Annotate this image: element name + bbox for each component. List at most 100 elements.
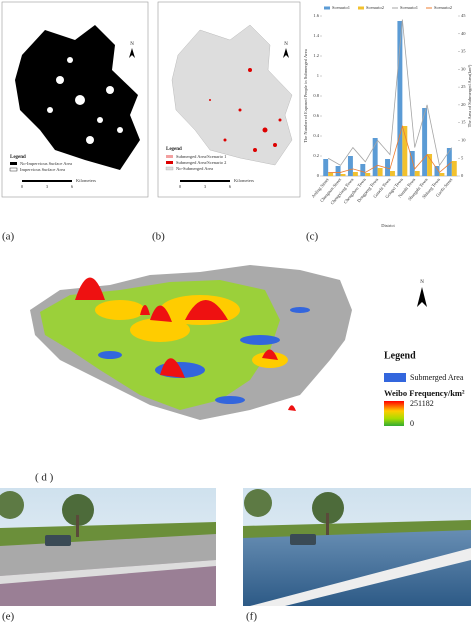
bar [409, 151, 415, 176]
bar [323, 159, 329, 176]
y-tick-label: 1.2 [313, 53, 319, 58]
bar [402, 126, 408, 176]
car [290, 534, 316, 545]
bar [451, 161, 457, 176]
north-label: N [420, 280, 424, 285]
tree [244, 489, 272, 517]
north-label: N [130, 42, 134, 47]
y2-tick-label: 40 [461, 31, 466, 36]
y2-tick-label: 30 [461, 66, 466, 71]
scale-tick: 0 [179, 184, 182, 189]
line [327, 19, 453, 167]
tree [312, 492, 344, 524]
panel-label: ( d ) [35, 472, 54, 484]
y2-tick-label: 0 [461, 173, 464, 178]
color-ramp [384, 401, 404, 426]
scale-tick: 3 [46, 184, 49, 189]
north-label: N [284, 42, 288, 47]
panel-label: (e) [2, 611, 15, 623]
y-axis-label: The Number of Exposed People in Submerge… [303, 49, 308, 143]
map-shape [171, 24, 293, 166]
legend-title: Legend [384, 350, 416, 361]
y-tick-label: 0.8 [313, 93, 319, 98]
tree-trunk [326, 513, 329, 535]
legend-label: Scenario2 [434, 5, 452, 10]
legend-swatch [324, 6, 330, 10]
bar [434, 166, 440, 176]
bar [360, 164, 366, 176]
bar [385, 159, 390, 176]
y2-tick-label: 10 [461, 137, 466, 142]
map-holes [47, 57, 123, 144]
bar [372, 138, 378, 176]
y2-axis-label: The Area of Submerged Area(km²) [467, 64, 472, 127]
panel-label: (f) [246, 611, 257, 623]
legend-item: Submerged Area/Scenario 1 [176, 154, 226, 159]
north-arrow [417, 287, 427, 307]
legend-swatch [165, 166, 174, 171]
panel-label: (b) [152, 231, 165, 243]
panel-label: (c) [306, 231, 319, 243]
bar [397, 21, 403, 176]
bar [340, 174, 346, 176]
scale-tick: 6 [71, 184, 74, 189]
y2-tick-label: 35 [461, 49, 466, 54]
panel-a: N Legend No-Impervious Surface Area Impe… [1, 1, 149, 243]
bar [335, 166, 341, 176]
line [328, 124, 453, 174]
bar [377, 168, 383, 176]
y-tick-label: 1.6 [313, 13, 319, 18]
bar [365, 173, 371, 176]
ramp-min: 0 [410, 419, 414, 428]
legend-item: No-Submerged Area [176, 166, 213, 171]
legend-item: No-Impervious Surface Area [20, 161, 72, 166]
x-axis-label: District [381, 223, 395, 228]
north-arrow [283, 48, 289, 58]
y-tick-label: 0.4 [313, 133, 319, 138]
bar [347, 156, 353, 176]
legend-swatch [10, 162, 17, 165]
y-tick-label: 1.4 [313, 33, 319, 38]
panel-c: The Number of Exposed People in Submerge… [303, 2, 472, 243]
bar [446, 148, 452, 176]
tree [62, 494, 94, 526]
tree [0, 491, 24, 519]
y2-tick-label: 20 [461, 102, 466, 107]
ramp-max: 251182 [410, 399, 434, 408]
y-tick-label: 1 [317, 73, 319, 78]
legend-label: Scenario1 [400, 5, 418, 10]
scale-tick: 6 [229, 184, 232, 189]
panel-d: N Legend Submerged Area Weibo Frequency/… [30, 265, 465, 484]
y2-tick-label: 15 [461, 120, 466, 125]
bar [390, 171, 395, 176]
bar [439, 173, 445, 176]
legend-swatch [358, 6, 364, 10]
scale-tick: 0 [21, 184, 24, 189]
legend-title: Legend [166, 147, 182, 152]
bar [352, 172, 358, 176]
legend-swatch [166, 155, 173, 158]
scale-unit: Kilometers [234, 178, 254, 183]
bar [422, 108, 428, 176]
scale-bar [22, 180, 72, 182]
submerged-spots [209, 68, 282, 152]
scale-bar [180, 180, 230, 182]
y2-tick-label: 25 [461, 84, 466, 89]
legend-title: Legend [10, 155, 26, 160]
legend-swatch [166, 161, 173, 164]
car [45, 535, 71, 546]
scale-tick: 3 [204, 184, 207, 189]
y2-tick-label: 5 [461, 155, 464, 160]
panel-label: (a) [2, 231, 15, 243]
panel-f: (f) [243, 488, 471, 623]
grass [243, 520, 471, 538]
legend-item: Submerged Area [410, 373, 464, 382]
legend-item: Submerged Area/Scenario 2 [176, 160, 226, 165]
legend-label: Scenario1 [332, 5, 350, 10]
legend-swatch [9, 167, 18, 172]
scale-unit: Kilometers [76, 178, 96, 183]
bar [414, 171, 420, 176]
legend-label: Scenario2 [366, 5, 384, 10]
panel-frame [304, 2, 472, 228]
